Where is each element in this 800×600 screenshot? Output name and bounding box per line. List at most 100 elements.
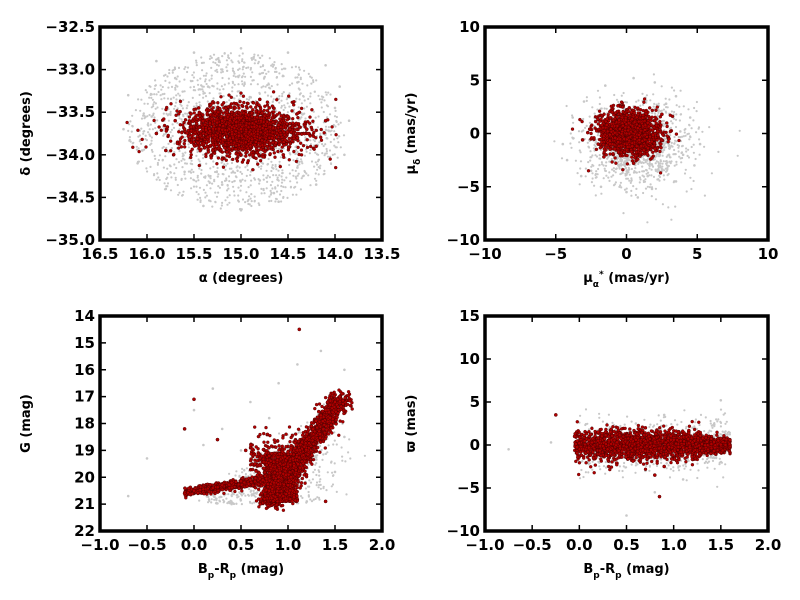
field-star-point	[673, 135, 676, 139]
field-star-point	[192, 51, 196, 54]
member-star-point	[257, 103, 261, 107]
field-star-point	[149, 93, 152, 96]
field-star-point	[204, 191, 207, 194]
field-star-point	[281, 178, 284, 181]
field-star-point	[272, 191, 276, 195]
field-star-point	[670, 141, 673, 144]
member-star-point	[177, 146, 181, 150]
field-star-point	[584, 167, 588, 170]
field-star-point	[216, 87, 219, 90]
field-star-point	[238, 74, 241, 77]
field-star-point	[593, 112, 596, 115]
field-star-point	[228, 167, 231, 170]
field-star-point	[209, 167, 212, 170]
field-star-point	[679, 89, 682, 92]
member-star-point	[252, 125, 257, 129]
member-star-point	[257, 97, 262, 102]
field-star-point	[286, 51, 290, 54]
member-star-point	[272, 110, 276, 114]
y-tick-label: −35.0	[45, 231, 95, 249]
member-star-point	[202, 141, 206, 146]
field-star-point	[177, 161, 181, 164]
field-star-point	[219, 92, 222, 95]
field-star-point	[672, 153, 675, 156]
member-star-point	[290, 109, 294, 113]
field-star-point	[294, 76, 297, 79]
field-star-point	[342, 134, 346, 137]
member-star-point	[208, 121, 212, 125]
field-star-point	[186, 112, 189, 115]
field-star-point	[242, 65, 245, 68]
field-star-point	[284, 186, 287, 189]
member-star-point	[234, 144, 238, 148]
member-star-point	[191, 119, 195, 124]
member-star-point	[281, 152, 286, 157]
field-star-point	[650, 111, 653, 114]
field-star-point	[230, 161, 234, 165]
field-star-point	[666, 106, 669, 109]
field-star-point	[301, 113, 304, 116]
field-star-point	[143, 117, 146, 120]
field-star-point	[165, 112, 168, 115]
field-star-point	[339, 146, 342, 149]
field-star-point	[153, 173, 156, 176]
field-star-point	[626, 171, 629, 175]
field-star-point	[263, 69, 266, 72]
field-star-point	[227, 82, 230, 85]
member-star-point	[226, 115, 230, 119]
member-star-point	[226, 105, 230, 109]
field-star-point	[681, 153, 685, 157]
field-star-point	[204, 196, 207, 199]
field-star-point	[570, 146, 573, 149]
field-star-point	[247, 202, 250, 206]
field-star-point	[296, 76, 299, 79]
field-star-point	[598, 154, 601, 157]
field-star-point	[223, 179, 227, 182]
member-star-point	[260, 111, 264, 115]
member-star-point	[157, 125, 161, 129]
field-star-point	[178, 191, 181, 194]
field-star-point	[163, 97, 166, 100]
field-star-point	[218, 186, 221, 189]
field-star-point	[131, 114, 134, 117]
field-star-point	[595, 140, 598, 143]
member-star-point	[250, 111, 254, 115]
field-star-point	[280, 185, 283, 188]
field-star-point	[674, 125, 678, 129]
member-star-point	[189, 112, 193, 116]
member-star-point	[296, 145, 300, 150]
field-star-point	[161, 85, 164, 89]
field-star-point	[142, 130, 145, 133]
field-star-point	[180, 118, 183, 121]
member-star-point	[192, 140, 196, 144]
field-star-point	[161, 158, 164, 161]
field-star-point	[196, 174, 199, 177]
field-star-point	[166, 167, 169, 170]
member-star-point	[227, 93, 231, 97]
member-star-point	[309, 125, 314, 130]
field-star-point	[140, 98, 143, 101]
field-star-point	[642, 103, 645, 106]
member-star-point	[286, 114, 290, 119]
field-star-point	[241, 58, 244, 61]
field-star-point	[214, 61, 217, 65]
field-star-point	[309, 92, 312, 95]
field-star-point	[285, 176, 288, 179]
field-star-point	[174, 176, 177, 179]
field-star-point	[198, 93, 201, 96]
field-star-point	[273, 61, 276, 64]
field-star-point	[156, 172, 159, 175]
field-star-point	[625, 101, 629, 104]
field-star-point	[145, 91, 149, 94]
field-star-point	[217, 173, 220, 176]
field-star-point	[333, 106, 337, 110]
field-star-point	[625, 173, 628, 176]
member-star-point	[182, 141, 186, 146]
member-star-point	[173, 118, 177, 123]
member-star-point	[301, 143, 306, 148]
field-star-point	[248, 157, 251, 160]
field-star-point	[686, 154, 689, 157]
field-star-point	[280, 106, 283, 109]
field-star-point	[580, 130, 583, 133]
field-star-point	[650, 163, 654, 166]
